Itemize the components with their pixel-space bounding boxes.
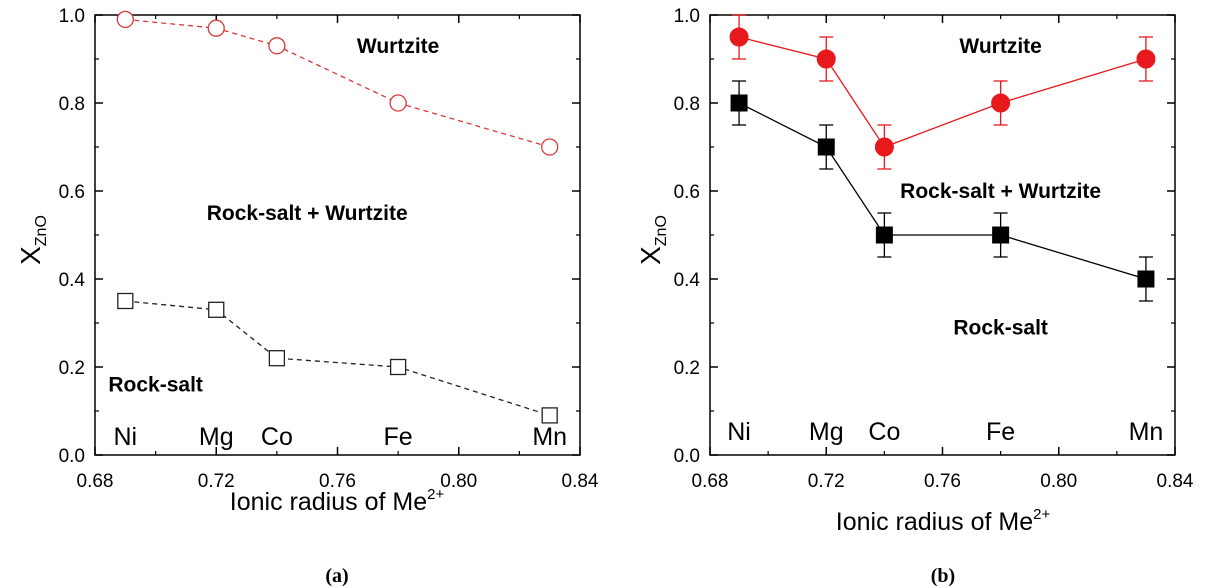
y-tick-label: 1.0	[59, 6, 85, 27]
data-point	[818, 139, 834, 155]
x-tick-label: 0.76	[924, 471, 961, 492]
data-point	[390, 95, 406, 111]
series-line	[125, 19, 549, 147]
data-point	[731, 95, 747, 111]
element-label: Co	[868, 418, 900, 446]
tick-labels: 0.68 0.72 0.76 0.80 0.840.00.20.40.60.81.0	[59, 6, 599, 492]
y-tick-label: 0.6	[59, 182, 85, 203]
x-tick-label: 0.80	[440, 471, 477, 492]
y-tick-label: 0.2	[674, 358, 700, 379]
y-axis-label-main: X	[15, 246, 46, 265]
data-point	[209, 302, 224, 317]
panel-a-chart: 0.68 0.72 0.76 0.80 0.840.00.20.40.60.81.0 N…	[15, 6, 599, 587]
y-axis-label: XZnO	[635, 215, 670, 265]
element-label: Ni	[114, 423, 138, 451]
panel-caption: (a)	[325, 565, 348, 587]
x-axis-label: Ionic radius of Me2+	[230, 486, 445, 516]
series-layer	[730, 15, 1155, 301]
data-point	[269, 351, 284, 366]
data-point	[993, 227, 1009, 243]
data-point	[542, 139, 558, 155]
data-point	[118, 294, 133, 309]
region-label: Wurtzite	[959, 35, 1041, 58]
tick-labels: 0.68 0.72 0.76 0.80 0.84 0.0 0.2 0.4 0.6 0.8 1.0	[674, 6, 1194, 492]
data-point	[208, 20, 224, 36]
x-axis-label-main: Ionic radius of Me	[836, 508, 1033, 536]
x-axis-label-sup: 2+	[1033, 506, 1050, 523]
element-label: Co	[261, 423, 293, 451]
y-tick-label: 0.4	[674, 270, 701, 291]
x-tick-label: 0.80	[1040, 471, 1077, 492]
element-label: Mg	[809, 418, 844, 446]
x-tick-label: 0.72	[808, 471, 845, 492]
element-label: Ni	[727, 418, 751, 446]
panel-caption: (b)	[931, 565, 955, 587]
y-tick-label: 1.0	[674, 6, 700, 27]
data-point	[269, 38, 285, 54]
element-label: Mg	[199, 423, 234, 451]
element-labels: Ni Mg Co Fe Mn	[114, 423, 568, 451]
region-label: Rock-salt + Wurtzite	[207, 202, 408, 225]
element-label: Mn	[532, 423, 567, 451]
region-label: Rock-salt + Wurtzite	[900, 180, 1101, 203]
x-tick-label: 0.84	[562, 471, 599, 492]
element-label: Mn	[1129, 418, 1164, 446]
y-axis-label: XZnO	[15, 215, 50, 265]
data-point	[117, 11, 133, 27]
y-axis-label-sub: ZnO	[653, 215, 670, 246]
x-axis-label: Ionic radius of Me2+	[836, 506, 1051, 536]
element-label: Fe	[986, 418, 1015, 446]
y-tick-label: 0.6	[674, 182, 700, 203]
x-axis-label-main: Ionic radius of Me	[230, 488, 427, 516]
data-point	[875, 138, 893, 156]
x-tick-label: 0.68	[77, 471, 114, 492]
data-point	[992, 94, 1010, 112]
element-labels: Ni Mg Co Fe Mn	[727, 418, 1163, 446]
panel-b-chart: 0.68 0.72 0.76 0.80 0.84 0.0 0.2 0.4 0.6 0.8 1.0 N…	[635, 6, 1194, 587]
x-tick-label: 0.68	[692, 471, 729, 492]
data-point	[542, 408, 557, 423]
y-tick-label: 0.0	[59, 446, 85, 467]
y-axis-label-sub: ZnO	[33, 215, 50, 246]
x-tick-label: 0.84	[1157, 471, 1194, 492]
y-tick-label: 0.2	[59, 358, 85, 379]
region-label: Rock-salt	[108, 374, 203, 397]
region-label: Wurtzite	[357, 35, 439, 58]
y-tick-label: 0.0	[674, 446, 700, 467]
y-tick-label: 0.8	[674, 94, 700, 115]
region-label: Rock-salt	[953, 316, 1048, 339]
element-label: Fe	[384, 423, 413, 451]
series-line	[739, 37, 1146, 147]
data-point	[876, 227, 892, 243]
series-line	[125, 301, 549, 415]
y-tick-label: 0.8	[59, 94, 85, 115]
x-axis-label-sup: 2+	[427, 486, 444, 503]
data-point	[730, 28, 748, 46]
data-point	[1138, 271, 1154, 287]
y-axis-label-main: X	[635, 246, 666, 265]
region-labels: Wurtzite Rock-salt + Wurtzite Rock-salt	[108, 35, 439, 397]
data-point	[1137, 50, 1155, 68]
data-point	[391, 360, 406, 375]
data-point	[817, 50, 835, 68]
y-tick-label: 0.4	[59, 270, 86, 291]
